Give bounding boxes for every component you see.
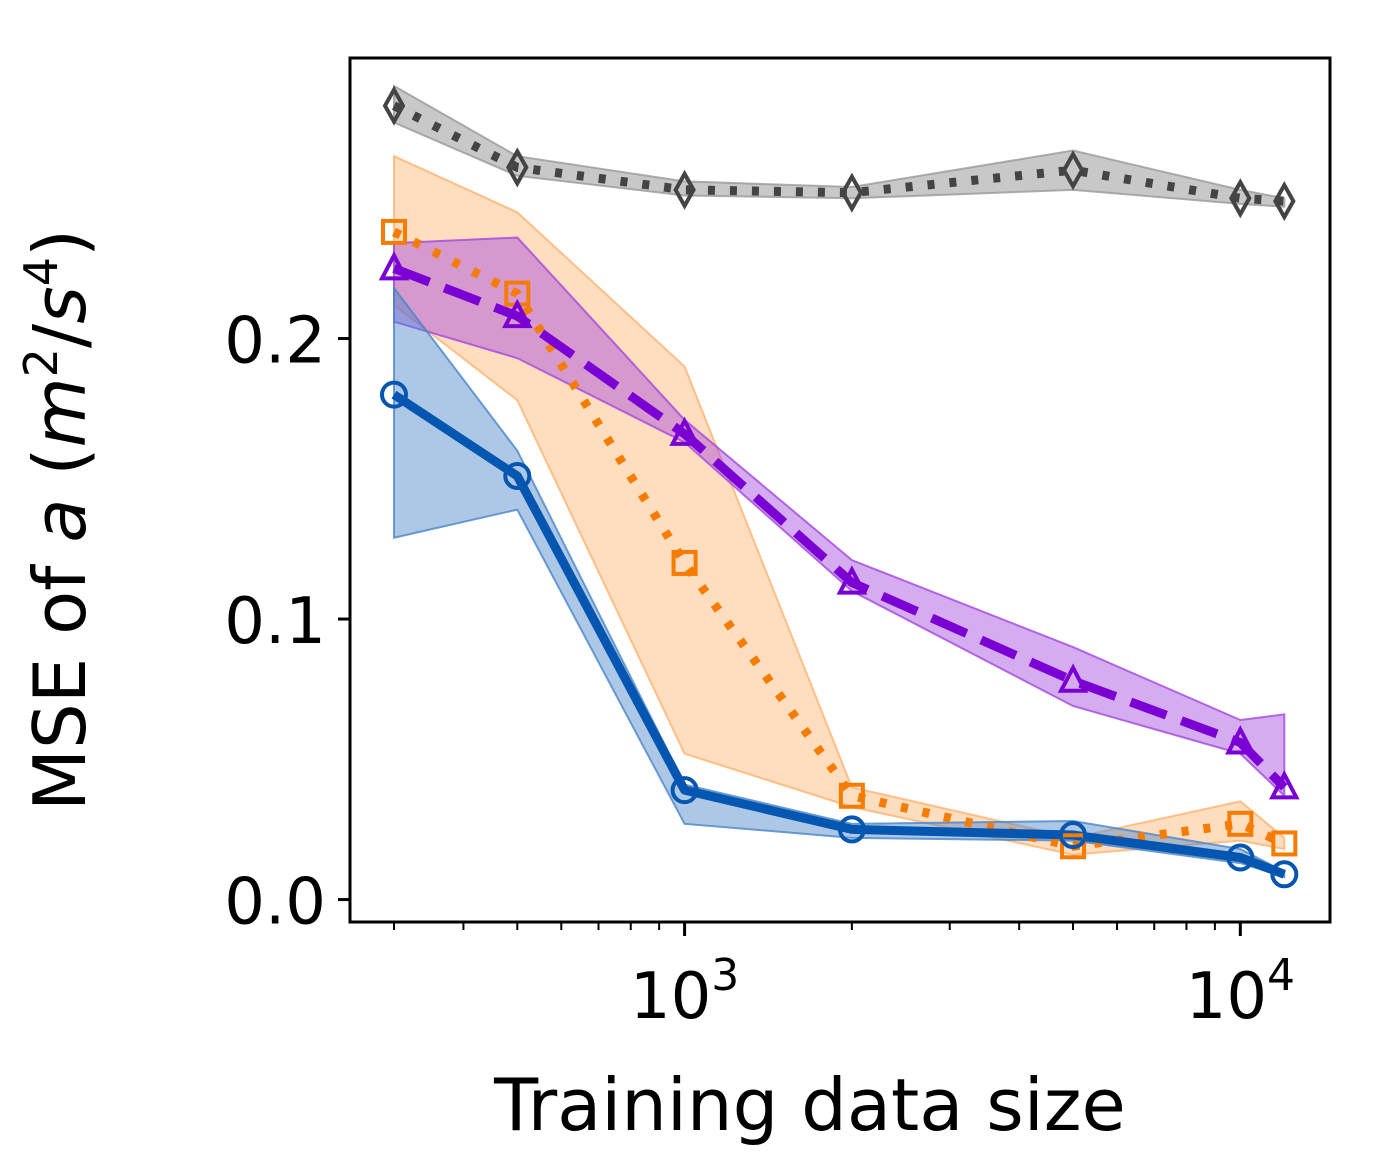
point-series-2-4 [1057, 663, 1089, 693]
y-tick-label-0: 0.0 [224, 866, 326, 940]
point-series-3-1 [503, 461, 532, 490]
y-axis-label: MSE of a (m2/s4) [14, 229, 102, 811]
line-series-1 [391, 227, 1287, 851]
point-series-0-2 [673, 169, 696, 210]
point-series-1-4 [1060, 833, 1087, 860]
x-axis-ticks: 103 104 [393, 922, 1295, 1034]
point-series-3-3 [837, 815, 866, 844]
point-series-1-0 [381, 218, 408, 245]
point-series-2-3 [836, 565, 868, 595]
point-series-2-2 [669, 416, 700, 446]
line-series-0 [391, 101, 1285, 206]
point-series-3-2 [670, 776, 699, 805]
point-series-0-3 [840, 172, 864, 213]
x-tick-label-1: 104 [1186, 950, 1295, 1034]
point-series-0-5 [1229, 178, 1252, 219]
y-axis-ticks: 0.0 0.1 0.2 [224, 305, 350, 940]
point-series-2-1 [501, 298, 533, 329]
point-series-1-5 [1227, 810, 1254, 837]
line-series-2 [392, 264, 1288, 791]
y-label-m-exp: 2 [14, 348, 68, 377]
band-series-0 [393, 84, 1286, 208]
series-lines [391, 101, 1288, 879]
point-series-0-0 [382, 85, 406, 126]
x-axis-label: Training data size [493, 1063, 1126, 1147]
y-label-prefix: MSE of [18, 543, 102, 812]
y-label-close: ) [18, 229, 102, 257]
point-series-1-3 [838, 782, 865, 809]
point-series-1-2 [671, 549, 698, 576]
y-label-sep: / [18, 323, 102, 348]
y-label-s-exp: 4 [14, 257, 68, 286]
y-tick-label-2: 0.2 [224, 305, 326, 379]
series-markers [378, 85, 1300, 889]
point-series-3-4 [1059, 821, 1088, 850]
point-series-0-6 [1273, 180, 1296, 222]
point-series-2-5 [1225, 725, 1256, 755]
point-series-0-4 [1061, 150, 1085, 191]
point-series-1-6 [1271, 830, 1298, 857]
band-series-1 [393, 154, 1286, 856]
point-series-3-0 [380, 380, 409, 409]
point-series-3-5 [1226, 843, 1255, 872]
point-series-3-6 [1270, 860, 1299, 889]
y-label-open: ( [18, 447, 102, 498]
y-label-s: s [18, 286, 102, 324]
point-series-2-0 [378, 251, 410, 281]
line-series-3 [391, 390, 1286, 879]
plot-frame [348, 56, 1332, 924]
x-tick-label-0: 103 [630, 950, 739, 1034]
y-label-var: a [18, 498, 102, 542]
point-series-2-6 [1269, 770, 1300, 800]
point-series-0-1 [505, 147, 529, 188]
y-tick-label-1: 0.1 [224, 585, 326, 659]
y-label-m: m [18, 377, 102, 447]
